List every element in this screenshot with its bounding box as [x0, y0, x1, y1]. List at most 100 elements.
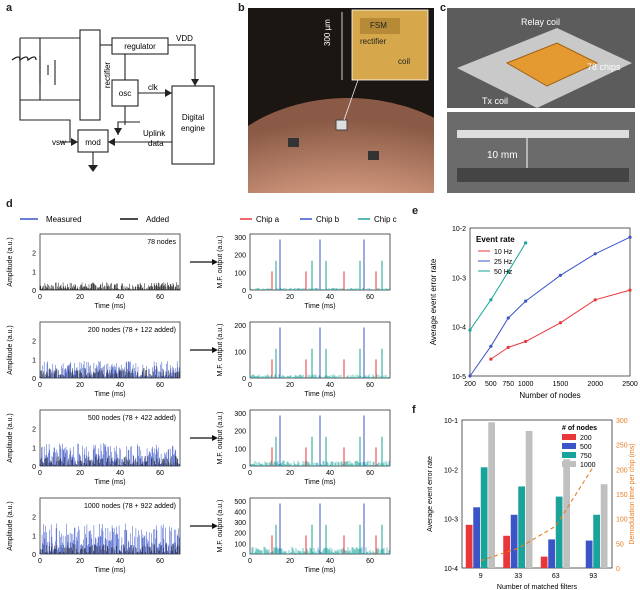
mod-label: mod — [85, 138, 101, 147]
left-ytick: 1 — [32, 269, 36, 276]
left-ytick: 0 — [32, 552, 36, 559]
left-xtick: 60 — [156, 470, 164, 477]
right-xlabel: Time (ms) — [304, 479, 335, 486]
left-ytick: 1 — [32, 357, 36, 364]
right-xtick: 40 — [326, 470, 334, 477]
legend-added: Added — [146, 215, 169, 224]
legend-item-f: 750 — [580, 453, 592, 460]
series-point-0 — [524, 339, 528, 344]
demod-time-line — [480, 466, 594, 562]
row-3: 1000 nodes (78 + 922 added) 0 1 2 Amplitude … — [7, 497, 391, 574]
right-ytick: 500 — [234, 499, 246, 506]
bar-0-1 — [473, 507, 480, 568]
right-ytick-f: 150 — [616, 492, 628, 499]
chip-3 — [368, 151, 379, 160]
legend-chip-c: Chip c — [374, 215, 397, 224]
ytick-e: 10-2 — [452, 226, 466, 233]
left-ytick: 1 — [32, 533, 36, 540]
legend-item-e: 10 Hz — [494, 249, 513, 256]
regulator-block — [111, 37, 169, 55]
xtick-e: 2000 — [587, 381, 603, 388]
right-xtick: 20 — [286, 382, 294, 389]
coil-icon — [11, 56, 37, 62]
xtick-f: 33 — [514, 573, 522, 580]
measured-trace-2 — [39, 455, 180, 466]
left-ytick: 2 — [32, 339, 36, 346]
series-point-0 — [558, 321, 563, 325]
row-label-0: 78 nodes — [147, 239, 176, 246]
measured-trace-3 — [39, 543, 180, 554]
legend-item-e: 25 Hz — [494, 259, 513, 266]
bar-1-1 — [510, 514, 518, 568]
left-ytick: 2 — [32, 251, 36, 258]
right-ytick-f: 50 — [616, 541, 624, 548]
series-point-2 — [489, 298, 493, 302]
xtick-f: 93 — [589, 573, 597, 580]
right-xtick: 60 — [366, 294, 374, 301]
bar-3-2 — [593, 514, 600, 568]
right-ytick: 100 — [234, 349, 246, 356]
right-xtick: 0 — [248, 470, 252, 477]
legend-chip-a: Chip a — [256, 215, 280, 224]
right-ytick-f: 100 — [616, 517, 628, 524]
legend-title-f: # of nodes — [562, 425, 597, 432]
series-point-1 — [506, 316, 510, 320]
ylabel-right-f: Demodulation time per chip (ms) — [629, 443, 636, 544]
panel-label-c: c — [440, 2, 447, 14]
series-point-0 — [628, 288, 632, 292]
panel-label-e: e — [412, 205, 419, 217]
right-ytick: 200 — [234, 253, 246, 260]
right-ytick-f: 200 — [616, 467, 628, 474]
right-ytick: 100 — [234, 270, 246, 277]
series-point-2 — [506, 270, 510, 274]
right-ytick: 200 — [234, 429, 246, 436]
noise-trace-3 — [39, 523, 180, 554]
right-ytick: 100 — [234, 446, 246, 453]
left-xtick: 0 — [38, 558, 42, 565]
right-xlabel: Time (ms) — [304, 303, 335, 310]
chart-e: 10-5 10-4 10-3 10-2 200 500 750 1000 1500 2000 250… — [429, 226, 638, 400]
ylabel-f: Average event error rate — [427, 456, 434, 532]
xtick-f: 63 — [552, 573, 560, 580]
ylabel-e: Average event error rate — [429, 258, 438, 345]
right-xtick: 40 — [326, 558, 334, 565]
chip-rectifier-label: rectifier — [360, 37, 387, 46]
chip-1 — [288, 138, 299, 147]
arrow-icon — [212, 347, 218, 353]
right-ylabel: M.F. output (a.u.) — [217, 324, 224, 377]
bar-0-0 — [465, 524, 473, 568]
right-ylabel: M.F. output (a.u.) — [217, 236, 224, 289]
bar-2-0 — [540, 556, 548, 568]
bar-3-3 — [600, 484, 608, 568]
xtick-f: 9 — [479, 573, 483, 580]
arrow-icon — [212, 435, 218, 441]
right-ytick: 400 — [234, 509, 246, 516]
ytick-f: 10-4 — [444, 566, 458, 573]
bar-3-1 — [585, 540, 593, 568]
series-line-2 — [469, 242, 527, 331]
series-point-1 — [524, 299, 528, 303]
legend-swatch-f — [562, 434, 576, 440]
right-xtick: 60 — [366, 470, 374, 477]
coil-label: coil — [398, 57, 410, 66]
series-point-2 — [468, 328, 472, 332]
left-xtick: 20 — [76, 382, 84, 389]
right-xtick: 20 — [286, 558, 294, 565]
digital-engine-block — [171, 85, 215, 165]
right-ylabel: M.F. output (a.u.) — [217, 500, 224, 553]
series-point-1 — [489, 344, 493, 348]
left-xtick: 20 — [76, 558, 84, 565]
chips-label: 78 chips — [587, 62, 621, 72]
right-xtick: 20 — [286, 294, 294, 301]
bar-1-0 — [503, 535, 510, 568]
legend-swatch-f — [562, 452, 576, 458]
data-label: data — [148, 139, 164, 148]
left-xtick: 60 — [156, 382, 164, 389]
right-ylabel: M.F. output (a.u.) — [217, 412, 224, 465]
left-ytick: 0 — [32, 376, 36, 383]
legend-d-right: Chip a Chip b Chip c — [240, 215, 397, 224]
chip-2 — [335, 119, 348, 131]
right-xtick: 40 — [326, 382, 334, 389]
tx-coil-label: Tx coil — [482, 96, 508, 106]
